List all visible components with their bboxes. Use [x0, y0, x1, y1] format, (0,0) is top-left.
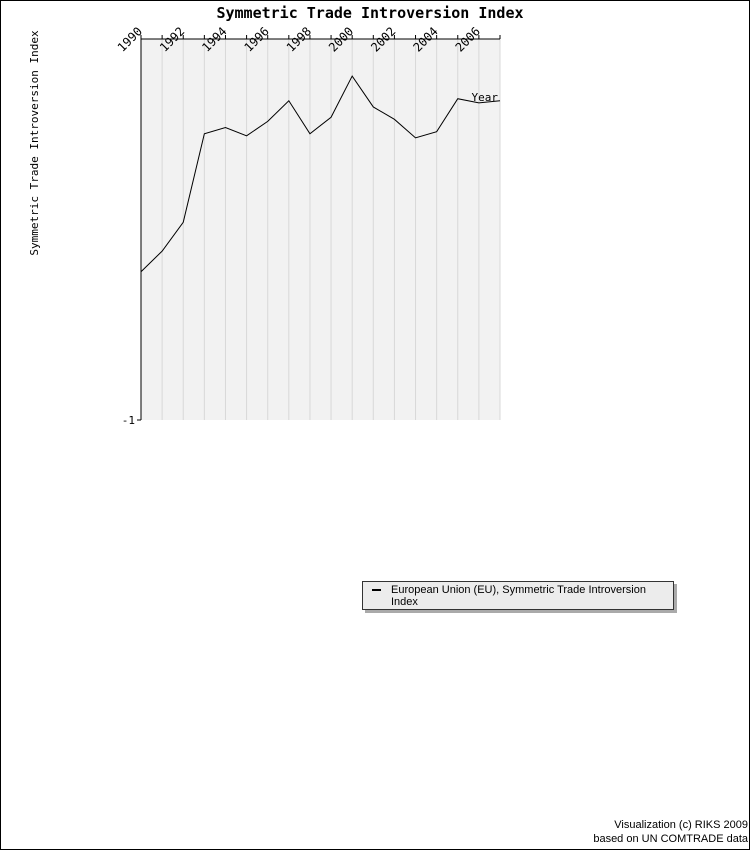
data-point	[499, 99, 502, 102]
legend-label: European Union (EU), Symmetric Trade Int…	[391, 584, 646, 608]
credit-line-1: Visualization (c) RIKS 2009	[614, 819, 748, 831]
axes	[140, 38, 500, 420]
y-axis-label: Symmetric Trade Introversion Index	[28, 30, 41, 256]
legend-swatch	[372, 589, 381, 591]
data-point	[224, 126, 227, 129]
series-layer	[140, 75, 502, 273]
data-point	[287, 99, 290, 102]
y-tick-label: -1	[122, 414, 135, 427]
x-axis-label: Year	[472, 91, 499, 104]
legend: European Union (EU), Symmetric Trade Int…	[362, 581, 674, 610]
data-point	[245, 134, 248, 137]
data-point	[435, 130, 438, 133]
data-point	[456, 97, 459, 100]
data-point	[372, 105, 375, 108]
plot-area	[141, 39, 500, 420]
data-point	[393, 118, 396, 121]
y-ticks: -1	[122, 414, 141, 427]
data-point	[266, 120, 269, 123]
data-point	[330, 116, 333, 119]
data-point	[203, 132, 206, 135]
series-line	[140, 75, 501, 273]
credit-text: Visualization (c) RIKS 2009 based on UN …	[593, 818, 748, 846]
data-point	[414, 136, 417, 139]
data-point	[140, 270, 143, 273]
data-point	[161, 250, 164, 253]
credit-line-2: based on UN COMTRADE data	[593, 833, 748, 845]
data-point	[308, 132, 311, 135]
chart-title: Symmetric Trade Introversion Index	[216, 4, 523, 22]
data-point	[351, 75, 354, 78]
data-point	[182, 221, 185, 224]
